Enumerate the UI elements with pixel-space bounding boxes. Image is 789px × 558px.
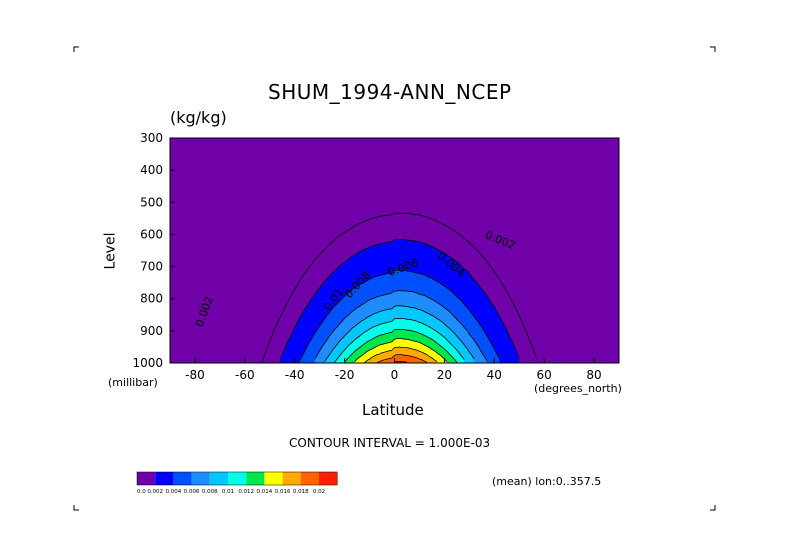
y-tick-label: 700 <box>140 260 163 274</box>
y-tick-label: 1000 <box>132 356 163 370</box>
colorbar-swatch <box>282 472 301 485</box>
colorbar-swatch <box>300 472 319 485</box>
colorbar-label: 0.01 <box>222 489 234 495</box>
colorbar-swatch <box>155 472 174 485</box>
colorbar-label: 0.02 <box>313 489 325 495</box>
x-tick-label: 0 <box>391 368 399 382</box>
y-axis-title: Level <box>102 232 119 270</box>
mean-longitude-text: (mean) lon:0..357.5 <box>492 475 602 488</box>
y-tick-label: 600 <box>140 227 163 241</box>
x-tick-label: -20 <box>335 368 355 382</box>
contour-line-3 <box>324 305 475 362</box>
colorbar-swatch <box>246 472 265 485</box>
colorbar-swatch <box>319 472 338 485</box>
contour-line-5 <box>344 329 458 363</box>
x-axis-title: Latitude <box>362 401 424 419</box>
contour-interval-text: CONTOUR INTERVAL = 1.000E-03 <box>289 436 491 450</box>
y-tick-label: 300 <box>140 131 163 145</box>
y-tick-label: 900 <box>140 324 163 338</box>
colorbar-legend: 0.0 0.002 0.004 0.006 0.008 0.01 0.012 0.014 0.0… <box>136 471 338 495</box>
colorbar-label: 0.0 <box>137 489 146 495</box>
contour-line-9 <box>394 361 408 363</box>
contour-line-4 <box>334 318 465 363</box>
colorbar-swatch <box>264 472 283 485</box>
colorbar-label: 0.014 <box>257 489 273 495</box>
y-tick-label: 800 <box>140 292 163 306</box>
contour-band-8 <box>377 354 427 363</box>
x-tick-label: 60 <box>537 368 552 382</box>
chart-title: SHUM_1994-ANN_NCEP <box>268 80 512 104</box>
y-tick-label: 500 <box>140 195 163 209</box>
contour-line-7 <box>364 346 438 363</box>
y-tick-label: 400 <box>140 163 163 177</box>
x-tick-label: 20 <box>437 368 452 382</box>
x-axis-ticks: -80 -60 -40 -20 0 20 40 60 80 <box>185 358 602 382</box>
colorbar-swatch <box>137 472 156 485</box>
colorbar-label: 0.006 <box>184 489 200 495</box>
contour-line-8 <box>376 354 428 363</box>
y-axis-ticks: 300 400 500 600 700 800 900 1000 <box>132 131 175 370</box>
colorbar-label: 0.004 <box>166 489 182 495</box>
colorbar-swatch <box>173 472 192 485</box>
colorbar-frame <box>136 471 338 486</box>
x-tick-label: -60 <box>235 368 255 382</box>
contour-line-6 <box>354 338 448 362</box>
x-unit-label: (degrees_north) <box>534 382 622 395</box>
x-tick-label: -40 <box>285 368 305 382</box>
contour-line-1 <box>299 270 500 362</box>
units-label: (kg/kg) <box>170 108 227 127</box>
contour-fills <box>170 138 619 363</box>
contour-line-outer <box>261 212 538 362</box>
colorbar-label: 0.016 <box>275 489 291 495</box>
x-tick-label: 40 <box>487 368 502 382</box>
contour-line-0 <box>279 239 520 362</box>
colorbar-label: 0.012 <box>238 489 254 495</box>
colorbar-label: 0.018 <box>293 489 309 495</box>
corner-marks <box>73 46 716 511</box>
colorbar-swatch <box>209 472 228 485</box>
contour-line-2 <box>314 289 488 362</box>
x-tick-label: 80 <box>586 368 601 382</box>
y-unit-label: (millibar) <box>108 376 158 389</box>
colorbar-label: 0.002 <box>147 489 163 495</box>
colorbar-label: 0.008 <box>202 489 218 495</box>
colorbar-swatch <box>191 472 210 485</box>
contour-lines <box>261 212 538 363</box>
x-tick-label: -80 <box>185 368 205 382</box>
colorbar-swatch <box>228 472 247 485</box>
